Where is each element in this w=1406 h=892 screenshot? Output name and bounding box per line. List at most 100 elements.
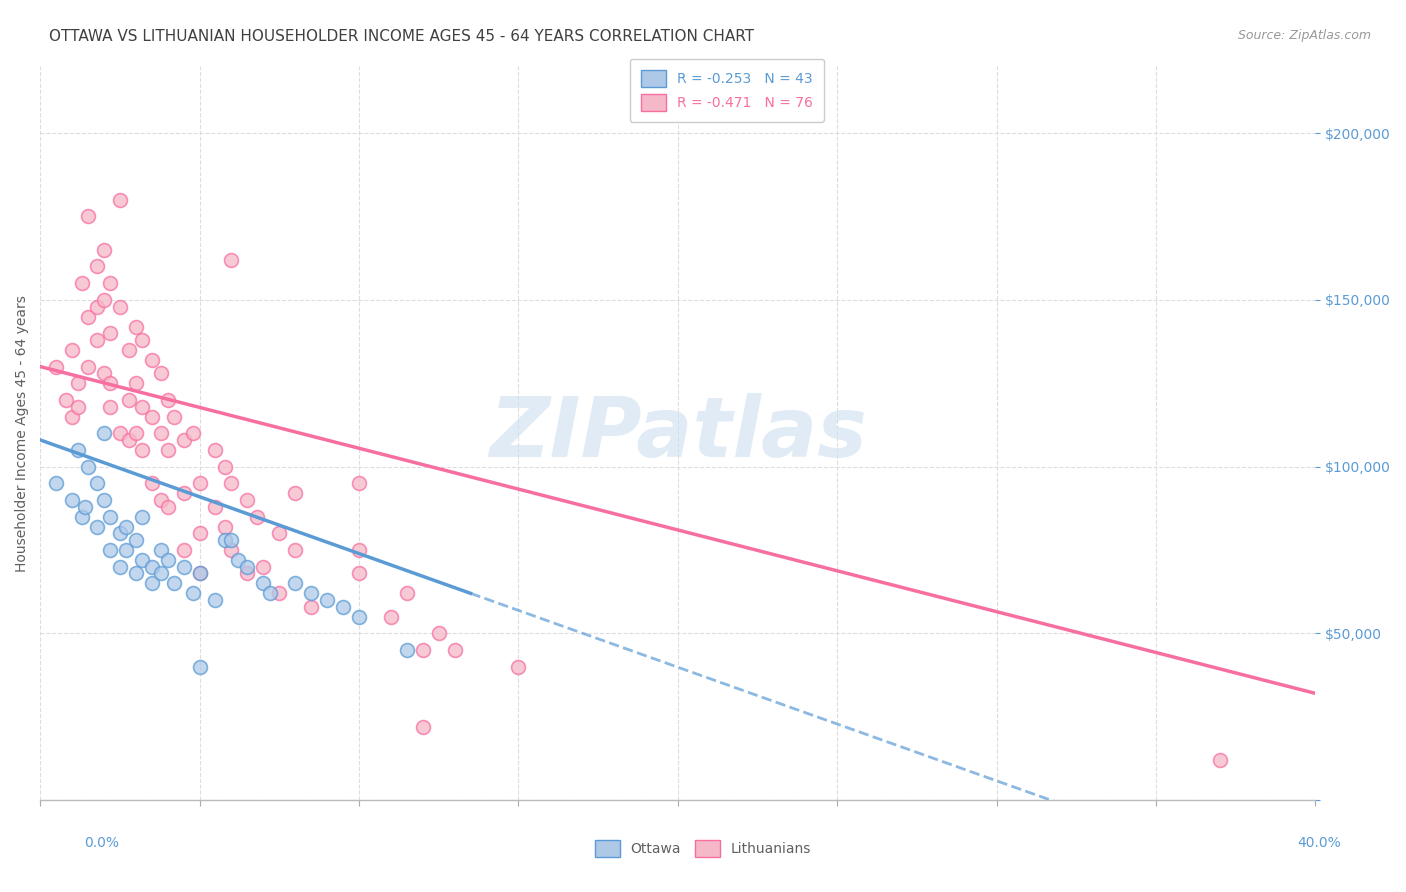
- Point: [214, 533, 236, 547]
- Point: [163, 576, 186, 591]
- Point: [98, 509, 121, 524]
- Point: [98, 376, 121, 391]
- Point: [150, 366, 173, 380]
- Point: [55, 392, 77, 407]
- Point: [70, 509, 93, 524]
- Point: [181, 426, 204, 441]
- Point: [221, 252, 243, 267]
- Point: [150, 543, 173, 558]
- Point: [141, 409, 163, 424]
- Point: [188, 566, 211, 581]
- Point: [45, 476, 67, 491]
- Point: [284, 543, 307, 558]
- Point: [226, 553, 249, 567]
- Point: [284, 486, 307, 500]
- Point: [332, 599, 354, 614]
- Point: [214, 519, 236, 533]
- Point: [221, 543, 243, 558]
- Point: [115, 543, 138, 558]
- Point: [252, 559, 274, 574]
- Point: [108, 193, 131, 207]
- Point: [93, 293, 115, 307]
- Text: OTTAWA VS LITHUANIAN HOUSEHOLDER INCOME AGES 45 - 64 YEARS CORRELATION CHART: OTTAWA VS LITHUANIAN HOUSEHOLDER INCOME …: [49, 29, 755, 44]
- Point: [125, 533, 148, 547]
- Point: [284, 576, 307, 591]
- Point: [173, 559, 195, 574]
- Point: [188, 476, 211, 491]
- Point: [316, 593, 339, 607]
- Point: [141, 559, 163, 574]
- Point: [77, 210, 100, 224]
- Point: [412, 643, 434, 657]
- Point: [221, 476, 243, 491]
- Point: [67, 400, 90, 414]
- Point: [236, 566, 259, 581]
- Point: [86, 476, 108, 491]
- Point: [141, 352, 163, 367]
- Point: [115, 519, 138, 533]
- Legend: Ottawa, Lithuanians: Ottawa, Lithuanians: [589, 835, 817, 863]
- Point: [77, 359, 100, 374]
- Point: [173, 543, 195, 558]
- Point: [395, 586, 418, 600]
- Legend: R = -0.253   N = 43, R = -0.471   N = 76: R = -0.253 N = 43, R = -0.471 N = 76: [630, 59, 824, 121]
- Point: [141, 576, 163, 591]
- Point: [86, 519, 108, 533]
- Point: [108, 526, 131, 541]
- Point: [156, 553, 179, 567]
- Point: [269, 586, 291, 600]
- Point: [86, 300, 108, 314]
- Point: [98, 326, 121, 341]
- Point: [125, 319, 148, 334]
- Point: [125, 426, 148, 441]
- Point: [131, 442, 153, 457]
- Point: [347, 476, 370, 491]
- Point: [118, 343, 141, 357]
- Point: [150, 566, 173, 581]
- Point: [395, 643, 418, 657]
- Point: [188, 659, 211, 673]
- Point: [252, 576, 274, 591]
- Point: [131, 400, 153, 414]
- Point: [163, 409, 186, 424]
- Point: [93, 243, 115, 257]
- Point: [93, 426, 115, 441]
- Point: [156, 442, 179, 457]
- Point: [412, 720, 434, 734]
- Point: [236, 492, 259, 507]
- Point: [131, 553, 153, 567]
- Point: [443, 643, 465, 657]
- Point: [60, 492, 83, 507]
- Point: [508, 659, 530, 673]
- Point: [86, 260, 108, 274]
- Point: [60, 343, 83, 357]
- Point: [188, 526, 211, 541]
- Point: [181, 586, 204, 600]
- Point: [299, 599, 322, 614]
- Point: [125, 376, 148, 391]
- Point: [1209, 753, 1232, 767]
- Point: [108, 426, 131, 441]
- Text: 0.0%: 0.0%: [84, 836, 118, 850]
- Point: [347, 609, 370, 624]
- Point: [173, 433, 195, 447]
- Text: Source: ZipAtlas.com: Source: ZipAtlas.com: [1237, 29, 1371, 42]
- Point: [347, 566, 370, 581]
- Point: [299, 586, 322, 600]
- Point: [131, 333, 153, 347]
- Point: [188, 566, 211, 581]
- Point: [246, 509, 269, 524]
- Y-axis label: Householder Income Ages 45 - 64 years: Householder Income Ages 45 - 64 years: [15, 294, 30, 572]
- Text: ZIPatlas: ZIPatlas: [489, 392, 866, 474]
- Point: [380, 609, 402, 624]
- Point: [214, 459, 236, 474]
- Point: [98, 276, 121, 290]
- Point: [98, 543, 121, 558]
- Point: [427, 626, 450, 640]
- Point: [45, 359, 67, 374]
- Point: [131, 509, 153, 524]
- Point: [156, 392, 179, 407]
- Point: [77, 310, 100, 324]
- Point: [93, 492, 115, 507]
- Point: [204, 500, 226, 514]
